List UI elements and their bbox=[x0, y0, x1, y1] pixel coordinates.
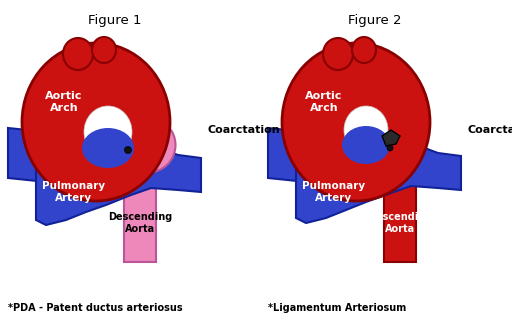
Polygon shape bbox=[384, 168, 416, 262]
Polygon shape bbox=[36, 118, 201, 225]
Ellipse shape bbox=[63, 38, 93, 70]
Ellipse shape bbox=[82, 128, 134, 168]
Text: Aortic
Arch: Aortic Arch bbox=[46, 91, 82, 113]
Circle shape bbox=[387, 145, 393, 151]
Polygon shape bbox=[8, 128, 76, 185]
Ellipse shape bbox=[342, 126, 390, 164]
Ellipse shape bbox=[22, 43, 170, 201]
Ellipse shape bbox=[352, 37, 376, 63]
Ellipse shape bbox=[344, 106, 388, 154]
Text: *Ligamentum Arteriosum: *Ligamentum Arteriosum bbox=[268, 303, 406, 313]
Text: Descending
Aorta: Descending Aorta bbox=[108, 212, 172, 234]
Ellipse shape bbox=[84, 106, 132, 158]
Ellipse shape bbox=[120, 117, 176, 172]
Text: Coarctation: Coarctation bbox=[468, 125, 512, 135]
Polygon shape bbox=[268, 128, 336, 185]
Text: *PDA - Patent ductus arteriosus: *PDA - Patent ductus arteriosus bbox=[8, 303, 183, 313]
Text: Pulmonary
Artery: Pulmonary Artery bbox=[303, 181, 366, 203]
Ellipse shape bbox=[282, 43, 430, 201]
Polygon shape bbox=[382, 130, 400, 146]
Text: Pulmonary
Artery: Pulmonary Artery bbox=[42, 181, 105, 203]
Text: Aortic
Arch: Aortic Arch bbox=[305, 91, 343, 113]
Text: Figure 1: Figure 1 bbox=[88, 14, 142, 27]
Text: Figure 2: Figure 2 bbox=[348, 14, 402, 27]
Text: Descending
Aorta: Descending Aorta bbox=[368, 212, 432, 234]
Circle shape bbox=[124, 146, 132, 153]
Polygon shape bbox=[124, 168, 156, 262]
Ellipse shape bbox=[92, 37, 116, 63]
Polygon shape bbox=[296, 115, 461, 223]
Ellipse shape bbox=[323, 38, 353, 70]
Text: Coarctation: Coarctation bbox=[208, 125, 281, 135]
